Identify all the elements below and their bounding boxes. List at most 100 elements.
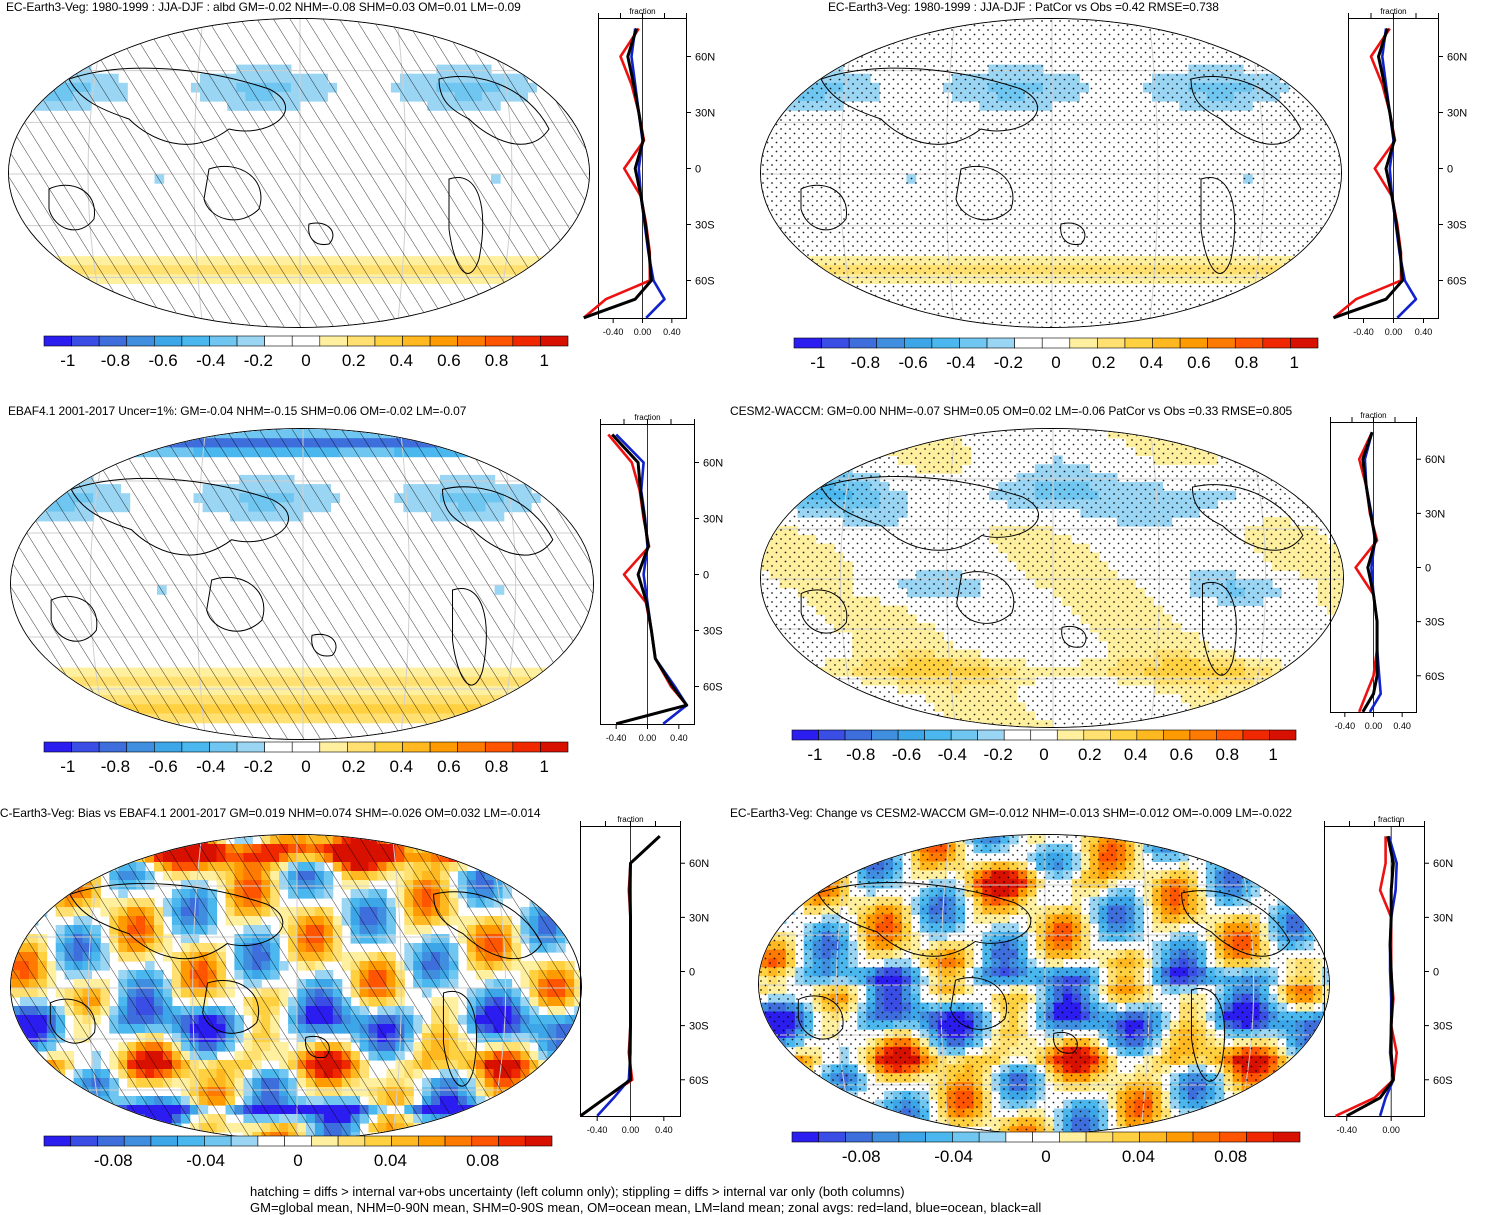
colorbar-swatch — [204, 1136, 231, 1146]
colorbar-swatch — [285, 1136, 312, 1146]
significance-overlay — [761, 429, 1344, 728]
colorbar-label: -1 — [60, 757, 75, 776]
panel-title: EBAF4.1 2001-2017 Uncer=1%: GM=-0.04 NHM… — [8, 404, 466, 418]
profile-axis-label: fraction — [629, 7, 655, 16]
panel-title: EC-Earth3-Veg: Bias vs EBAF4.1 2001-2017… — [0, 806, 540, 820]
significance-overlay — [9, 19, 590, 328]
colorbar-swatch — [347, 336, 375, 346]
colorbar-label: 0 — [301, 757, 310, 776]
colorbar-swatch — [1004, 730, 1031, 740]
colorbar-swatch — [154, 336, 182, 346]
robinson-map — [10, 428, 594, 740]
colorbar-label: -0.8 — [101, 757, 130, 776]
profile-lat-label: 60S — [1447, 276, 1467, 288]
colorbar-swatch — [209, 742, 237, 752]
colorbar-swatch — [292, 336, 320, 346]
zonal-line-all — [1334, 29, 1403, 318]
colorbar-swatch — [987, 338, 1015, 348]
profile-lat-label: 60N — [695, 52, 715, 64]
profile-lat-label: 30S — [1425, 617, 1445, 629]
panel-albedo-patcor: EC-Earth3-Veg: 1980-1999 : JJA-DJF : Pat… — [748, 0, 1496, 385]
colorbar-label: -0.2 — [984, 745, 1013, 764]
profile-lat-label: 0 — [1447, 164, 1453, 176]
colorbar-swatch — [872, 730, 899, 740]
robinson-map — [8, 18, 590, 328]
colorbar-label: 1 — [1268, 745, 1277, 764]
colorbar-swatch — [525, 1136, 552, 1146]
profile-x-label: 0.00 — [634, 327, 652, 337]
zonal-line-all — [612, 435, 687, 724]
profile-lat-label: 30N — [689, 912, 709, 924]
zonal-line-land — [581, 836, 660, 1116]
colorbar-swatch — [485, 742, 513, 752]
colorbar-swatch — [178, 1136, 205, 1146]
colorbar-swatch — [182, 742, 210, 752]
colorbar-swatch — [792, 730, 819, 740]
colorbar-label: 0.2 — [1092, 353, 1116, 372]
colorbar-swatch — [44, 1136, 71, 1146]
colorbar-swatch — [540, 742, 568, 752]
colorbar-swatch — [1015, 338, 1043, 348]
colorbar-swatch — [472, 1136, 499, 1146]
colorbar-label: -0.8 — [846, 745, 875, 764]
colorbar-label: -0.8 — [101, 351, 130, 370]
profile-lat-label: 30S — [695, 220, 715, 232]
profile-x-label: 0.40 — [1393, 721, 1411, 731]
colorbar-swatch — [1137, 730, 1164, 740]
colorbar-swatch — [485, 336, 513, 346]
profile-axis-label: fraction — [1360, 411, 1386, 420]
colorbar-label: -1 — [807, 745, 822, 764]
colorbar-swatch — [365, 1136, 392, 1146]
profile-lat-label: 0 — [703, 570, 709, 582]
colorbar-label: -0.6 — [148, 757, 177, 776]
colorbar-swatch — [72, 336, 100, 346]
colorbar-label: 0.6 — [437, 757, 461, 776]
colorbar-swatch — [513, 742, 541, 752]
colorbar-label: 0.08 — [466, 1151, 499, 1170]
zonal-line-all — [581, 836, 660, 1116]
colorbar-swatch — [99, 742, 127, 752]
significance-overlay — [11, 835, 582, 1140]
profile-lat-label: 30S — [1447, 220, 1467, 232]
colorbar-label: -0.4 — [196, 757, 225, 776]
profile-lat-label: 0 — [695, 164, 701, 176]
robinson-map — [760, 428, 1344, 728]
colorbar-swatch — [513, 336, 541, 346]
colorbar-label: 0 — [1039, 745, 1048, 764]
colorbar-swatch — [951, 730, 978, 740]
profile-lat-label: 60S — [689, 1075, 709, 1087]
colorbar-swatch — [72, 742, 100, 752]
colorbar-swatch — [375, 336, 403, 346]
profile-lat-label: 0 — [1425, 563, 1431, 575]
profile-lat-label: 30S — [703, 626, 723, 638]
colorbar-swatch — [237, 742, 265, 752]
profile-x-label: 0.40 — [670, 733, 688, 743]
colorbar-swatch — [403, 742, 431, 752]
colorbar-swatch — [845, 730, 872, 740]
map-field — [9, 19, 590, 328]
profile-axis-label: fraction — [1380, 7, 1406, 16]
colorbar-label: -1 — [60, 351, 75, 370]
colorbar-swatch — [540, 336, 568, 346]
colorbar-swatch — [849, 338, 877, 348]
colorbar-swatch — [375, 742, 403, 752]
colorbar-swatch — [182, 336, 210, 346]
profile-x-label: -0.40 — [587, 1125, 608, 1135]
profile-x-label: -0.40 — [1353, 327, 1374, 337]
colorbar-swatch — [124, 1136, 151, 1146]
colorbar-label: -0.6 — [898, 353, 927, 372]
colorbar-label: 0.04 — [374, 1151, 407, 1170]
profile-lat-label: 30N — [695, 108, 715, 120]
colorbar-swatch — [347, 742, 375, 752]
colorbar-swatch — [877, 338, 905, 348]
profile-x-label: 0.00 — [1385, 327, 1403, 337]
colorbar-swatch — [237, 336, 265, 346]
colorbar-label: 1 — [539, 351, 548, 370]
robinson-map — [10, 834, 582, 1140]
significance-overlay — [761, 19, 1342, 328]
colorbar-swatch — [418, 1136, 445, 1146]
colorbar-swatch — [338, 1136, 365, 1146]
